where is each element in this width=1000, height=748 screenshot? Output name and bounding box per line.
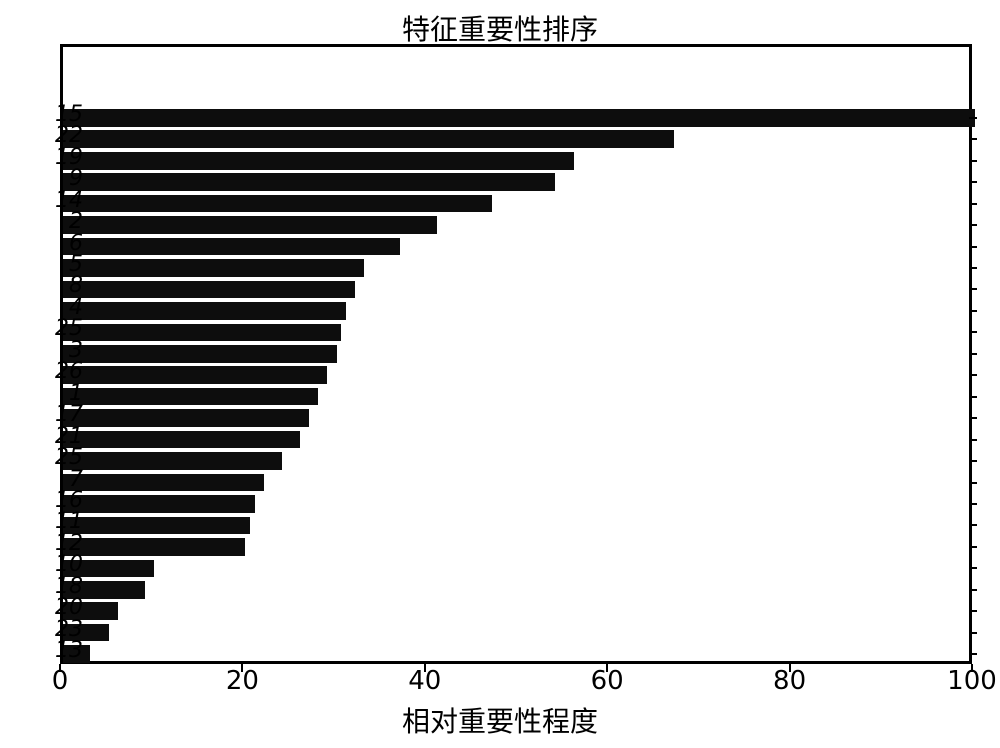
x-tick-label: 0 (52, 666, 69, 696)
bar (63, 109, 975, 127)
x-tick-label: 100 (947, 666, 997, 696)
bars-container (63, 47, 969, 661)
bar-row (63, 386, 969, 407)
bar-row (63, 622, 969, 643)
bar (63, 281, 355, 299)
bar (63, 431, 300, 449)
right-tick (969, 589, 977, 591)
right-tick (969, 610, 977, 612)
right-tick (969, 288, 977, 290)
bar (63, 259, 364, 277)
bar (63, 302, 346, 320)
bar-row (63, 579, 969, 600)
y-tick-label: 13 (28, 640, 83, 662)
x-axis-label: 相对重要性程度 (0, 700, 1000, 740)
right-tick (969, 160, 977, 162)
right-tick (969, 267, 977, 269)
chart-title: 特征重要性排序 (0, 8, 1000, 48)
right-tick (969, 353, 977, 355)
feature-importance-chart: 特征重要性排序 15221991426584253261172125716111… (0, 0, 1000, 748)
bar-row (63, 214, 969, 235)
right-tick (969, 524, 977, 526)
bar-row (63, 407, 969, 428)
right-tick (969, 503, 977, 505)
bar-row (63, 493, 969, 514)
bar (63, 238, 400, 256)
bar-row (63, 193, 969, 214)
x-tick-label: 60 (591, 666, 624, 696)
right-tick (969, 331, 977, 333)
bar-row (63, 150, 969, 171)
bar-row (63, 236, 969, 257)
bar-row (63, 322, 969, 343)
right-tick (969, 482, 977, 484)
bar-row (63, 343, 969, 364)
right-tick (969, 396, 977, 398)
bar-row (63, 536, 969, 557)
bar-row (63, 365, 969, 386)
bar (63, 324, 341, 342)
bar-row (63, 472, 969, 493)
bar (63, 474, 264, 492)
bar-row (63, 107, 969, 128)
right-tick (969, 374, 977, 376)
right-tick (969, 417, 977, 419)
right-tick (969, 203, 977, 205)
bar (63, 538, 245, 556)
right-tick (969, 439, 977, 441)
bar-row (63, 129, 969, 150)
bar-row (63, 450, 969, 471)
right-tick (969, 567, 977, 569)
bar (63, 409, 309, 427)
right-tick (969, 310, 977, 312)
bar (63, 173, 555, 191)
bar-row (63, 558, 969, 579)
bar (63, 216, 437, 234)
bar (63, 130, 674, 148)
x-tick-label: 20 (226, 666, 259, 696)
bar-row (63, 171, 969, 192)
bar (63, 152, 574, 170)
right-tick (969, 224, 977, 226)
right-tick (969, 460, 977, 462)
bar-row (63, 279, 969, 300)
bar (63, 517, 250, 535)
bar-row (63, 643, 969, 664)
bar (63, 388, 318, 406)
bar (63, 195, 492, 213)
right-tick (969, 117, 977, 119)
bar-row (63, 300, 969, 321)
bar (63, 345, 337, 363)
right-tick (969, 138, 977, 140)
bar (63, 366, 327, 384)
right-tick (969, 653, 977, 655)
bar-row (63, 429, 969, 450)
bar (63, 495, 255, 513)
bar-row (63, 257, 969, 278)
x-tick-label: 40 (408, 666, 441, 696)
bar (63, 452, 282, 470)
right-tick (969, 181, 977, 183)
right-tick (969, 632, 977, 634)
right-tick (969, 546, 977, 548)
x-tick-label: 80 (773, 666, 806, 696)
plot-area (60, 44, 972, 664)
bar-row (63, 600, 969, 621)
bar-row (63, 515, 969, 536)
right-tick (969, 246, 977, 248)
